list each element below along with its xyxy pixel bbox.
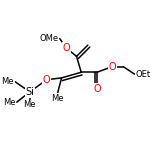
- Text: O: O: [93, 84, 101, 94]
- Text: OMe: OMe: [40, 34, 59, 43]
- Text: O: O: [43, 75, 50, 85]
- Text: O: O: [108, 62, 116, 72]
- Text: Me: Me: [51, 94, 63, 103]
- Text: Me: Me: [3, 98, 16, 107]
- Text: Si: Si: [25, 87, 34, 97]
- Text: OEt: OEt: [135, 70, 151, 79]
- Text: Me: Me: [24, 100, 36, 109]
- Text: O: O: [62, 43, 70, 53]
- Text: Me: Me: [1, 77, 14, 86]
